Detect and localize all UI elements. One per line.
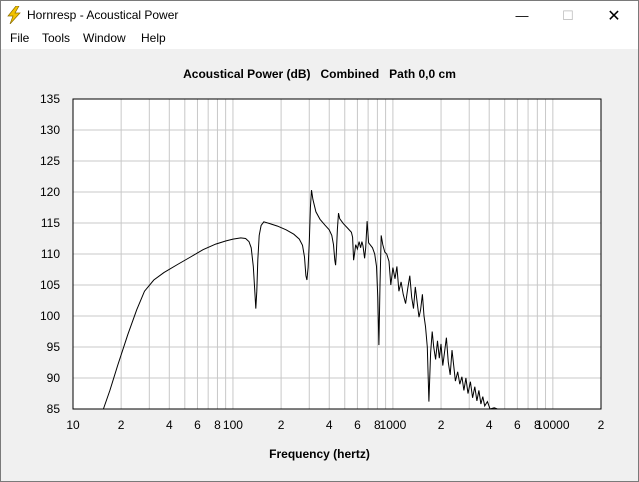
y-tick-label: 85 (47, 402, 61, 416)
x-tick-label: 6 (194, 418, 201, 432)
y-tick-label: 130 (40, 123, 60, 137)
x-tick-label: 4 (166, 418, 173, 432)
y-tick-label: 105 (40, 278, 60, 292)
power-response-line (102, 190, 498, 410)
window-title: Hornresp - Acoustical Power (27, 8, 179, 22)
y-tick-label: 135 (40, 92, 60, 106)
x-tick-label: 2 (438, 418, 445, 432)
menu-tools[interactable]: Tools (42, 31, 71, 45)
minimize-button[interactable]: — (499, 1, 545, 30)
y-tick-label: 115 (41, 216, 60, 230)
maximize-button[interactable]: ☐ (545, 1, 591, 30)
x-tick-label: 8 (534, 418, 541, 432)
y-tick-label: 90 (47, 371, 61, 385)
y-tick-label: 110 (41, 247, 60, 261)
y-tick-label: 100 (40, 309, 60, 323)
x-tick-label: 2 (118, 418, 125, 432)
y-tick-label: 125 (40, 154, 60, 168)
x-tick-label: 10000 (536, 418, 570, 432)
y-tick-label: 95 (47, 340, 61, 354)
menu-bar: File Tools Window Help (1, 30, 638, 49)
x-tick-label: 2 (598, 418, 605, 432)
x-tick-label: 6 (514, 418, 521, 432)
x-tick-label: 8 (374, 418, 381, 432)
x-tick-label: 4 (326, 418, 333, 432)
close-icon: ✕ (607, 7, 621, 25)
x-tick-label: 100 (223, 418, 243, 432)
y-tick-label: 120 (40, 185, 60, 199)
x-tick-label: 10 (66, 418, 80, 432)
chart-title: Acoustical Power (dB) Combined Path 0,0 … (183, 67, 456, 81)
title-bar[interactable]: Hornresp - Acoustical Power — ☐ ✕ (1, 1, 638, 30)
plot-frame (72, 98, 602, 410)
lightning-bolt-icon (7, 6, 21, 24)
x-axis-label: Frequency (hertz) (269, 447, 370, 461)
x-tick-label: 2 (278, 418, 285, 432)
x-tick-label: 8 (214, 418, 221, 432)
menu-help[interactable]: Help (141, 31, 166, 45)
x-tick-label: 4 (486, 418, 493, 432)
close-button[interactable]: ✕ (591, 1, 637, 30)
minimize-icon: — (515, 8, 529, 23)
x-tick-label: 6 (354, 418, 361, 432)
maximize-icon: ☐ (562, 7, 574, 23)
x-tick-label: 1000 (380, 418, 407, 432)
menu-file[interactable]: File (10, 31, 30, 45)
menu-window[interactable]: Window (83, 31, 126, 45)
